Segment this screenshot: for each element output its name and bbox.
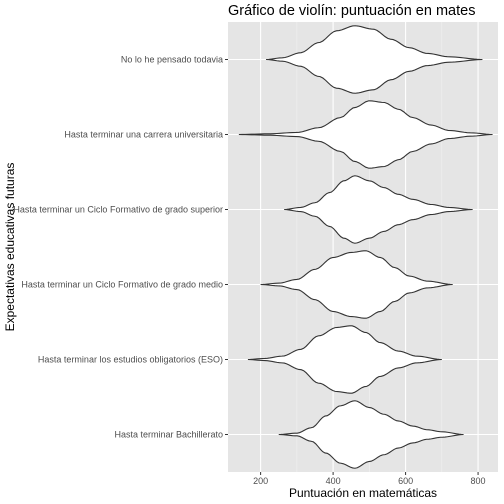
y-axis-title: Expectativas educativas futuras xyxy=(3,163,17,332)
x-tick-label: 200 xyxy=(253,476,268,486)
violin-shape xyxy=(260,250,453,319)
chart-title: Gráfico de violín: puntuación en mates xyxy=(228,3,475,19)
y-axis: Hasta terminar Bachillerato Hasta termina… xyxy=(13,55,228,440)
plot-panel xyxy=(228,22,498,472)
violins-layer xyxy=(238,25,493,469)
violin-shape xyxy=(238,100,493,169)
y-tick-label: Hasta terminar Bachillerato xyxy=(114,430,223,440)
x-axis-title: Puntuación en matemáticas xyxy=(289,486,437,500)
x-tick-label: 600 xyxy=(398,476,413,486)
y-tick-label: Hasta terminar un Ciclo Formativo de gra… xyxy=(21,280,223,290)
y-tick-label: Hasta terminar una carrera universitaria xyxy=(64,130,223,140)
y-tick-label: Hasta terminar los estudios obligatorios… xyxy=(38,355,223,365)
violin-shape xyxy=(278,400,464,469)
x-tick-label: 800 xyxy=(471,476,486,486)
violin-shape xyxy=(284,175,473,244)
x-tick-label: 400 xyxy=(326,476,341,486)
y-tick-label: Hasta terminar un Ciclo Formativo de gra… xyxy=(13,205,223,215)
x-axis: 200 400 600 800 xyxy=(253,472,486,486)
y-tick-label: No lo he pensado todavia xyxy=(121,55,223,65)
violin-shape xyxy=(266,25,483,94)
violin-shape xyxy=(247,325,442,394)
